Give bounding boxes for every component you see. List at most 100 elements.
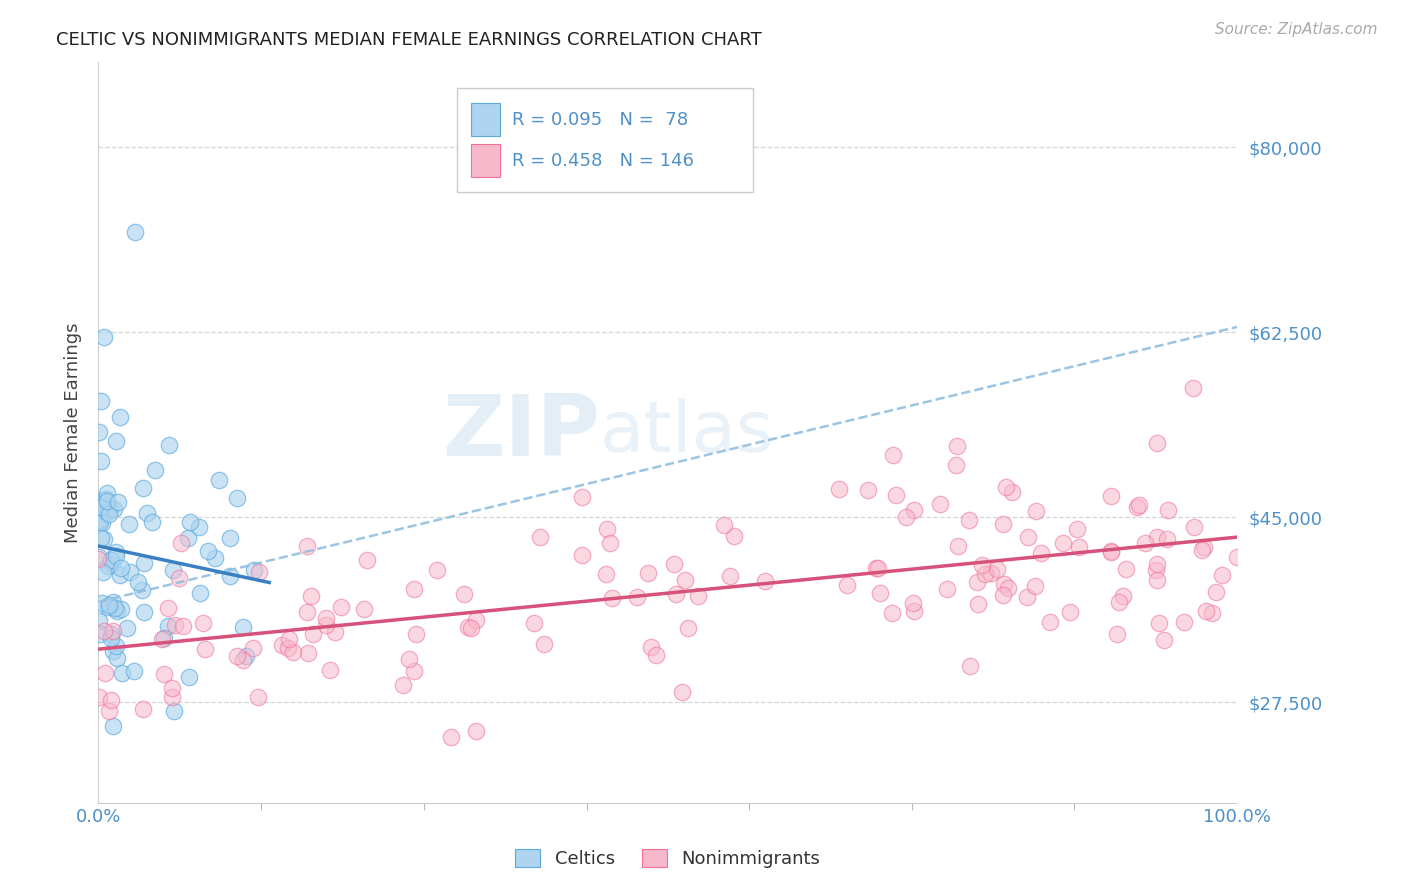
Point: [101, 719, 124, 733]
Point: [713, 517, 735, 532]
Point: [162, 563, 184, 577]
Point: [686, 590, 709, 604]
Point: [991, 588, 1014, 602]
Point: [163, 704, 186, 718]
Point: [1211, 568, 1233, 582]
Point: [966, 574, 988, 589]
Point: [96, 492, 118, 507]
Point: [929, 498, 952, 512]
Point: [91, 493, 114, 508]
Point: [1108, 594, 1130, 608]
Point: [997, 581, 1019, 595]
Point: [600, 591, 623, 606]
Point: [865, 561, 887, 575]
Point: [356, 553, 378, 567]
Point: [90, 596, 112, 610]
Point: [596, 522, 619, 536]
Point: [132, 556, 155, 570]
Point: [1147, 615, 1170, 630]
Point: [993, 577, 1015, 591]
Point: [828, 482, 851, 496]
Point: [100, 692, 122, 706]
Point: [90, 454, 112, 468]
Point: [533, 637, 555, 651]
Point: [868, 560, 890, 574]
Point: [723, 528, 745, 542]
Point: [966, 598, 988, 612]
Point: [460, 621, 482, 635]
Point: [398, 651, 420, 665]
Point: [97, 704, 120, 718]
Point: [959, 659, 981, 673]
Point: [105, 544, 128, 558]
Point: [101, 557, 124, 571]
Point: [1191, 543, 1213, 558]
Text: R = 0.095   N =  78: R = 0.095 N = 78: [512, 111, 688, 128]
Point: [97, 598, 120, 612]
Point: [105, 651, 128, 665]
Text: CELTIC VS NONIMMIGRANTS MEDIAN FEMALE EARNINGS CORRELATION CHART: CELTIC VS NONIMMIGRANTS MEDIAN FEMALE EA…: [56, 31, 762, 49]
Point: [882, 606, 904, 620]
Point: [246, 690, 269, 705]
Point: [157, 437, 180, 451]
FancyBboxPatch shape: [471, 144, 501, 178]
Point: [87, 552, 110, 566]
Point: [295, 540, 318, 554]
Point: [295, 606, 318, 620]
Point: [645, 648, 668, 662]
Point: [1017, 530, 1039, 544]
Point: [226, 649, 249, 664]
Point: [170, 536, 193, 550]
Point: [1146, 557, 1168, 571]
Point: [277, 641, 299, 656]
Point: [529, 530, 551, 544]
Point: [957, 513, 980, 527]
Point: [163, 618, 186, 632]
Point: [93, 666, 115, 681]
Point: [93, 533, 115, 547]
Point: [98, 502, 121, 516]
Point: [1146, 573, 1168, 587]
Point: [93, 330, 115, 344]
Point: [1157, 502, 1180, 516]
Point: [1226, 549, 1249, 564]
Point: [595, 567, 617, 582]
Point: [172, 619, 194, 633]
Point: [1052, 536, 1074, 550]
Point: [103, 624, 125, 638]
Point: [1128, 498, 1150, 512]
Point: [945, 458, 967, 472]
Point: [97, 559, 120, 574]
Point: [426, 563, 449, 577]
Point: [1015, 590, 1038, 604]
Point: [90, 393, 112, 408]
Point: [1099, 544, 1122, 558]
Point: [319, 663, 342, 677]
Point: [946, 539, 969, 553]
Point: [945, 439, 967, 453]
Point: [96, 486, 118, 500]
Point: [599, 536, 621, 550]
Point: [231, 653, 253, 667]
Point: [1029, 546, 1052, 560]
Point: [440, 730, 463, 744]
Point: [465, 723, 488, 738]
Point: [100, 552, 122, 566]
Legend: Celtics, Nonimmigrants: Celtics, Nonimmigrants: [508, 842, 828, 875]
Point: [1039, 615, 1062, 630]
Point: [107, 495, 129, 509]
Point: [936, 582, 959, 596]
Point: [96, 494, 118, 508]
Point: [191, 616, 214, 631]
Point: [903, 503, 925, 517]
Point: [187, 520, 209, 534]
Point: [90, 516, 112, 531]
Point: [87, 550, 110, 565]
Text: atlas: atlas: [599, 398, 773, 467]
Point: [100, 631, 122, 645]
Point: [218, 569, 240, 583]
Point: [104, 600, 127, 615]
Point: [1024, 579, 1046, 593]
Point: [127, 574, 149, 589]
Point: [96, 505, 118, 519]
